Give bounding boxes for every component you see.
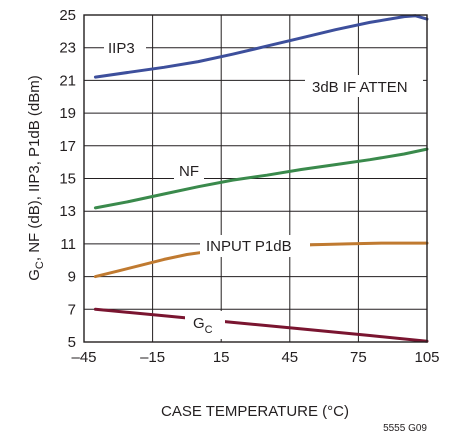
series-line-nf <box>93 147 429 210</box>
y-tick-label: 17 <box>59 138 76 155</box>
y-tick-label: 5 <box>68 334 76 351</box>
y-tick-label: 7 <box>68 301 76 318</box>
x-tick-label: 45 <box>281 349 298 366</box>
y-tick-label: 25 <box>59 7 76 24</box>
series-line-iip3 <box>93 14 429 79</box>
y-tick-label: 21 <box>59 72 76 89</box>
y-tick-label: 23 <box>59 40 76 57</box>
y-tick-label: 13 <box>59 203 76 220</box>
x-tick-label: –15 <box>140 349 165 366</box>
series-line-g-c <box>93 307 429 343</box>
y-tick-label: 9 <box>68 269 76 286</box>
x-tick-label: 75 <box>350 349 367 366</box>
y-tick-label: 11 <box>60 236 76 253</box>
grid <box>84 15 427 342</box>
annotation-iip3: IIP3 <box>108 40 135 57</box>
annotation-nf: NF <box>179 163 199 180</box>
y-tick-label: 19 <box>59 105 76 122</box>
annotations: IIP3 3dB IF ATTEN NF INPUT P1dB GC <box>104 36 423 339</box>
x-tick-label: –45 <box>71 349 96 366</box>
x-tick-label: 15 <box>213 349 230 366</box>
annotation-3db-if-atten: 3dB IF ATTEN <box>312 79 408 96</box>
y-axis-title: GC, NF (dB), IIP3, P1dB (dBm) <box>26 75 46 281</box>
annotation-gc: GC <box>193 315 213 336</box>
annotation-input-p1db: INPUT P1dB <box>206 238 292 255</box>
plot-frame <box>83 14 428 343</box>
x-tick-label: 105 <box>414 349 439 366</box>
x-axis-title: CASE TEMPERATURE (°C) <box>161 403 349 420</box>
y-tick-label: 15 <box>59 171 76 188</box>
figure-id: 5555 G09 <box>383 423 427 434</box>
